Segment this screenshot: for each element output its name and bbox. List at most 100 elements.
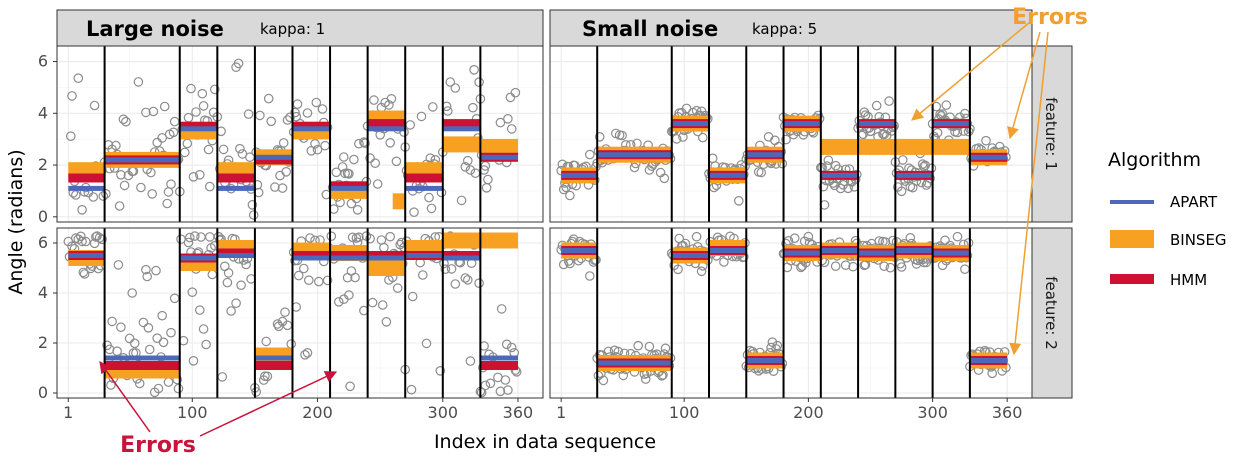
segment-apart <box>330 255 368 261</box>
data-point <box>190 231 200 241</box>
errors-annotation-red: Errors <box>99 361 338 458</box>
segment-apart <box>858 121 896 127</box>
segment-hmm <box>405 173 443 183</box>
data-point <box>188 355 199 366</box>
data-point <box>303 275 314 285</box>
data-point <box>347 232 358 243</box>
data-point <box>89 100 100 111</box>
segment-hmm <box>254 155 293 165</box>
data-point <box>124 333 135 344</box>
data-point <box>266 116 276 127</box>
data-point <box>823 155 834 165</box>
data-point <box>940 235 950 246</box>
segment-apart <box>895 248 933 253</box>
column-title-small-noise: Small noise <box>582 17 718 41</box>
data-point <box>633 340 643 351</box>
data-point <box>789 233 800 243</box>
segment-hmm <box>68 173 105 183</box>
data-point <box>317 104 328 114</box>
errors-label-orange: Errors <box>1012 5 1088 30</box>
segment-apart <box>480 154 518 160</box>
data-point <box>952 127 963 138</box>
changepoint-lines <box>103 46 971 398</box>
data-point <box>445 77 456 87</box>
data-point <box>384 100 394 110</box>
legend: Algorithm APART BINSEG HMM <box>1108 149 1227 289</box>
data-point <box>392 283 403 293</box>
data-point <box>840 260 851 270</box>
segment-hmm <box>442 119 481 129</box>
data-point <box>485 378 496 389</box>
segment-apart <box>104 157 180 163</box>
data-point <box>495 386 506 397</box>
segment-apart <box>405 253 443 258</box>
data-point <box>462 275 473 285</box>
data-point <box>354 138 364 149</box>
data-point <box>248 210 259 220</box>
segment-binseg <box>480 138 518 155</box>
segment-apart <box>858 250 896 256</box>
data-point <box>293 270 304 281</box>
data-point <box>506 124 517 134</box>
data-point <box>195 305 205 315</box>
panel-border-3 <box>56 227 544 399</box>
data-point <box>446 264 457 274</box>
segment-apart <box>895 172 933 178</box>
data-point <box>101 189 111 199</box>
data-point <box>311 97 322 108</box>
segment-apart <box>969 154 1008 160</box>
data-point <box>302 347 313 358</box>
column-strip-small-noise <box>549 9 1033 47</box>
data-point <box>365 153 375 163</box>
segment-apart <box>746 358 784 363</box>
data-point <box>280 307 290 317</box>
data-point <box>385 138 395 148</box>
segment-apart <box>292 255 331 261</box>
y-tick-label: 0 <box>38 383 48 402</box>
segment-apart <box>179 255 218 261</box>
x-tick-label: 200 <box>793 403 824 422</box>
data-point <box>476 387 487 398</box>
data-point <box>510 87 521 98</box>
data-point <box>223 268 234 278</box>
data-point <box>426 203 437 214</box>
data-point <box>136 182 146 193</box>
data-point <box>305 233 315 243</box>
segment-apart <box>746 152 784 158</box>
legend-label-apart: APART <box>1170 193 1218 211</box>
data-point <box>141 264 151 275</box>
y-axis-title: Angle (radians) <box>5 149 27 294</box>
data-point <box>409 207 419 217</box>
errors-annotation-orange: Errors <box>911 5 1088 356</box>
y-tick-label: 6 <box>38 52 48 71</box>
data-point <box>465 165 476 175</box>
data-point <box>468 102 478 113</box>
segment-apart <box>561 172 598 178</box>
data-point <box>138 317 149 328</box>
data-point <box>66 131 76 141</box>
data-point <box>251 387 262 397</box>
x-tick-label: 100 <box>669 403 700 422</box>
data-point <box>558 184 569 195</box>
y-tick-label: 2 <box>38 333 48 352</box>
data-point <box>116 170 126 180</box>
data-point <box>198 101 209 111</box>
data-point <box>127 288 137 298</box>
data-point <box>381 316 392 327</box>
data-point <box>435 365 446 376</box>
y-tick-label: 2 <box>38 155 48 174</box>
data-point <box>474 77 484 87</box>
data-point <box>350 272 360 283</box>
data-point <box>197 88 208 99</box>
data-point <box>365 233 375 244</box>
data-point <box>203 144 214 155</box>
data-point <box>500 375 511 385</box>
data-point <box>385 231 395 242</box>
data-point <box>427 102 438 112</box>
algorithm-segments <box>68 110 1008 379</box>
data-point <box>116 322 126 332</box>
segment-apart <box>932 250 970 256</box>
data-point <box>77 236 87 247</box>
errors-arrow-red-2 <box>199 371 338 437</box>
column-strip-large-noise <box>56 9 544 47</box>
